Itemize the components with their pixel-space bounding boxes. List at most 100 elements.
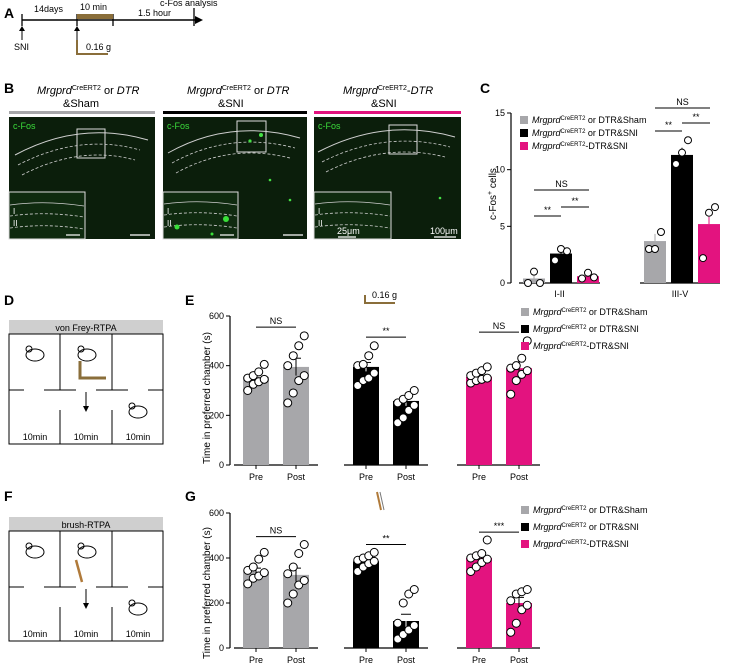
f-arena xyxy=(8,530,164,642)
e-point-0-0-7 xyxy=(259,359,269,369)
group-bar-sni xyxy=(163,111,307,114)
d-time-2: 10min xyxy=(74,432,99,442)
g-point-1-1-4 xyxy=(393,618,403,628)
c-point-0-2-2 xyxy=(590,273,598,282)
g-sig-label-2: *** xyxy=(494,521,505,531)
e-point-0-0-0 xyxy=(243,386,253,395)
f-time-2: 10min xyxy=(74,629,99,639)
g-ytick-label-2: 400 xyxy=(209,553,224,563)
stain-label-dtr: c-Fos xyxy=(318,121,341,131)
e-point-0-1-0 xyxy=(283,398,293,408)
cfos-analysis-label: c-Fos analysis xyxy=(160,0,218,8)
g-point-0-0-5 xyxy=(248,562,258,572)
legend-swatch-0 xyxy=(521,308,529,316)
e-category-2-0: Pre xyxy=(472,472,486,482)
e-point-0-1-7 xyxy=(299,331,309,341)
f-mouse-1-icon xyxy=(25,542,45,559)
g-point-1-1-3 xyxy=(409,621,419,630)
c-point-0-0-2 xyxy=(536,279,544,287)
c-category-1: III-V xyxy=(672,289,689,299)
lamina-ii-sham: II xyxy=(13,219,17,228)
g-legend: MrgprdCreERT2 or DTR&Sham MrgprdCreERT2 o… xyxy=(521,505,647,549)
group-title-sni: MrgprdCreERT2 or DTR &SNI xyxy=(187,85,289,110)
e-category-0-1: Post xyxy=(287,472,306,482)
c-sig-s3-label: ** xyxy=(665,120,673,130)
g-point-0-1-1 xyxy=(288,589,298,599)
c-point-1-1-2 xyxy=(684,136,692,145)
c-point-1-1-0 xyxy=(672,160,680,168)
panel-e-letter: E xyxy=(185,292,194,308)
c-point-1-1-1 xyxy=(678,148,686,157)
f-mouse-2-icon xyxy=(77,542,97,559)
c-bar-1-1 xyxy=(671,154,693,283)
e-bar-2-1 xyxy=(506,368,532,465)
e-sig-label-1: ** xyxy=(382,326,390,336)
c-point-0-1-2 xyxy=(563,247,571,256)
g-point-0-0-0 xyxy=(243,579,253,589)
panel-d-letter: D xyxy=(4,292,14,308)
stimulation-bar xyxy=(77,14,113,19)
lamina-ii-sni: II xyxy=(167,219,171,228)
e-point-2-1-1 xyxy=(511,376,521,386)
e-point-1-1-2 xyxy=(404,405,414,415)
d-time-3: 10min xyxy=(126,432,151,442)
e-filament-label: 0.16 g xyxy=(372,290,397,300)
interval-14days: 14days xyxy=(34,4,64,14)
g-point-0-0-6 xyxy=(254,554,264,564)
e-category-0-0: Pre xyxy=(249,472,263,482)
e-point-0-1-1 xyxy=(288,388,298,398)
e-ytick-label-2: 400 xyxy=(209,361,224,371)
f-mouse-3-icon xyxy=(128,599,148,616)
panel-a: A 14days 10 min 1.5 hour c-Fos analysis … xyxy=(4,0,218,55)
micrograph-dtr: c-Fos I II 25μm 100μm xyxy=(313,117,461,240)
legend-label-1: MrgprdCreERT2 or DTR&SNI xyxy=(533,522,639,532)
filament-label: 0.16 g xyxy=(86,42,111,52)
svg-text:MrgprdCreERT2-DTR: MrgprdCreERT2-DTR xyxy=(343,85,433,97)
c-category-0: I-II xyxy=(554,289,565,299)
e-category-1-0: Pre xyxy=(359,472,373,482)
g-point-2-0-3 xyxy=(482,554,492,564)
panel-c: C c-Fos+ cells MrgprdCreERT2 or DTR&Sham… xyxy=(480,80,720,299)
e-point-0-1-3 xyxy=(299,371,309,381)
scale-label-small: 25μm xyxy=(337,226,360,236)
sni-label: SNI xyxy=(14,42,29,52)
g-point-2-1-4 xyxy=(506,596,516,606)
e-point-2-0-7 xyxy=(482,362,492,372)
test-arrowhead xyxy=(74,26,80,31)
g-category-0-0: Pre xyxy=(249,655,263,664)
c-legend: MrgprdCreERT2 or DTR&Sham MrgprdCreERT2 o… xyxy=(520,115,646,151)
svg-text:MrgprdCreERT2 or DTR: MrgprdCreERT2 or DTR xyxy=(187,85,289,97)
e-filament-icon xyxy=(364,295,395,304)
e-point-2-0-3 xyxy=(482,373,492,383)
lamina-ii-dtr: II xyxy=(318,219,322,228)
group-title-sham: MrgprdCreERT2 or DTR &Sham xyxy=(37,85,139,110)
panel-g: G Time in preferred chamber (s) 0 200 400 6… xyxy=(185,488,540,664)
d-filament-icon xyxy=(78,361,106,380)
g-point-0-1-6 xyxy=(294,549,304,558)
legend-label-1: MrgprdCreERT2 or DTR&SNI xyxy=(532,128,638,138)
e-point-1-0-3 xyxy=(369,368,379,378)
legend-swatch-1 xyxy=(521,325,529,333)
e-legend: MrgprdCreERT2 or DTR&Sham MrgprdCreERT2 o… xyxy=(521,307,647,351)
legend-swatch-2 xyxy=(520,142,528,150)
interval-1-5hour: 1.5 hour xyxy=(138,8,171,18)
g-brush-icon xyxy=(376,491,382,511)
c-ytick-label-2: 10 xyxy=(495,165,505,175)
g-point-0-0-3 xyxy=(259,568,269,578)
e-ytick-label-3: 600 xyxy=(209,311,224,321)
filament-icon xyxy=(76,40,108,55)
c-point-1-0-2 xyxy=(657,228,665,236)
g-category-0-1: Post xyxy=(287,655,306,664)
f-time-3: 10min xyxy=(126,629,151,639)
e-point-0-1-2 xyxy=(294,376,304,386)
g-point-0-1-7 xyxy=(299,540,309,549)
e-point-1-0-7 xyxy=(369,341,379,351)
e-point-1-1-1 xyxy=(398,413,408,423)
d-arena xyxy=(8,333,164,445)
c-ytick-label-3: 15 xyxy=(495,108,505,118)
e-category-1-1: Post xyxy=(397,472,416,482)
panel-b: B MrgprdCreERT2 or DTR &Sham MrgprdCreER… xyxy=(4,80,461,240)
c-bar-0-2 xyxy=(577,276,599,283)
